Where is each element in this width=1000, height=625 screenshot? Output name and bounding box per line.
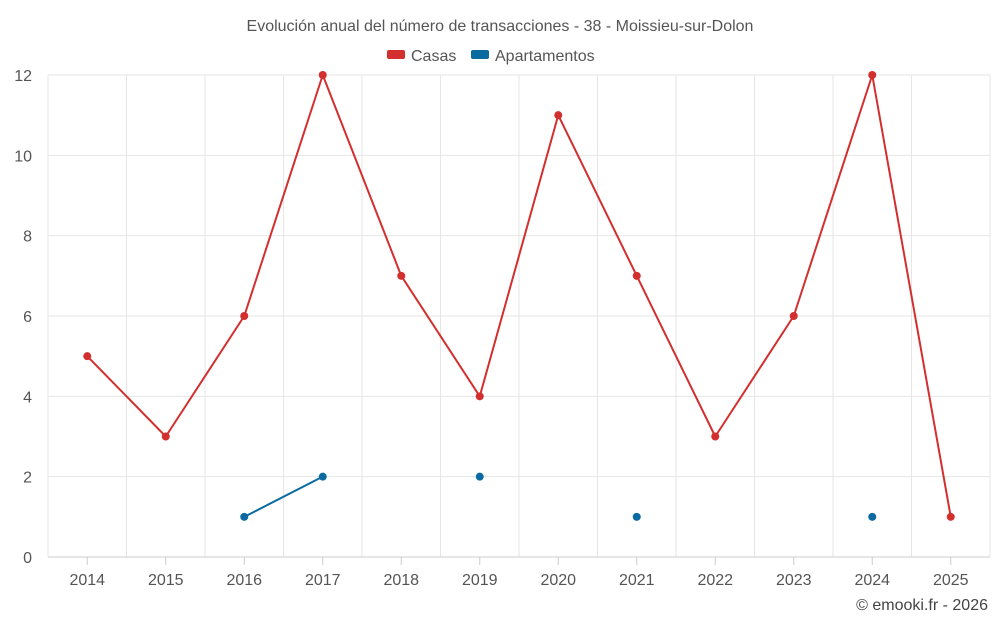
data-point-casas[interactable] (946, 512, 955, 521)
data-point-casas[interactable] (789, 312, 798, 320)
data-point-casas[interactable] (83, 352, 92, 361)
axes: 0 2 4 6 8 10 12 2014 2015 2016 2017 2018 2019 2020 202… (14, 68, 990, 589)
y-tick-label: 10 (14, 148, 32, 165)
x-tick-label: 2021 (619, 572, 655, 589)
data-point-casas[interactable] (240, 312, 249, 320)
data-point-apartamentos[interactable] (868, 512, 877, 521)
y-tick-label: 8 (23, 229, 32, 246)
series-apartamentos (240, 472, 877, 521)
x-tick-label: 2020 (540, 572, 576, 589)
grid (47, 74, 991, 557)
x-tick-label: 2023 (776, 572, 812, 589)
data-point-apartamentos[interactable] (632, 512, 641, 521)
data-point-casas[interactable] (161, 432, 170, 441)
x-tick-label: 2025 (933, 572, 969, 589)
series-casas (83, 71, 955, 521)
legend-label-apartamentos: Apartamentos (495, 48, 595, 65)
legend-item-casas[interactable]: Casas (387, 48, 456, 65)
x-tick-label: 2019 (462, 572, 498, 589)
y-tick-label: 6 (23, 309, 32, 326)
data-point-casas[interactable] (475, 392, 484, 401)
x-tick-label: 2022 (697, 572, 733, 589)
x-tick-label: 2024 (854, 572, 890, 589)
x-tick-label: 2017 (305, 572, 341, 589)
legend: Casas Apartamentos (387, 48, 595, 65)
data-point-apartamentos[interactable] (240, 512, 249, 521)
data-point-casas[interactable] (397, 271, 406, 280)
y-tick-label: 0 (23, 550, 32, 567)
legend-swatch-casas (387, 50, 405, 59)
data-point-casas[interactable] (554, 111, 563, 120)
series-line-casas (86, 74, 952, 518)
y-tick-label: 12 (14, 68, 32, 85)
x-tick-label: 2018 (383, 572, 419, 589)
x-tick-label: 2015 (148, 572, 184, 589)
legend-swatch-apartamentos (471, 50, 489, 59)
y-tick-label: 4 (23, 389, 32, 406)
credit: © emooki.fr - 2026 (856, 597, 988, 614)
series (83, 71, 955, 521)
data-point-casas[interactable] (711, 432, 720, 441)
data-point-apartamentos[interactable] (318, 472, 327, 481)
x-tick-label: 2014 (69, 572, 105, 589)
y-tick-label: 2 (23, 470, 32, 487)
chart-title: Evolución anual del número de transaccio… (247, 18, 754, 35)
legend-label-casas: Casas (411, 48, 456, 65)
data-point-casas[interactable] (318, 71, 327, 79)
data-point-casas[interactable] (632, 271, 641, 280)
series-line-apartamentos (243, 475, 324, 518)
data-point-apartamentos[interactable] (475, 472, 484, 481)
x-tick-label: 2016 (226, 572, 262, 589)
data-point-casas[interactable] (868, 71, 877, 79)
legend-item-apartamentos[interactable]: Apartamentos (471, 48, 595, 65)
